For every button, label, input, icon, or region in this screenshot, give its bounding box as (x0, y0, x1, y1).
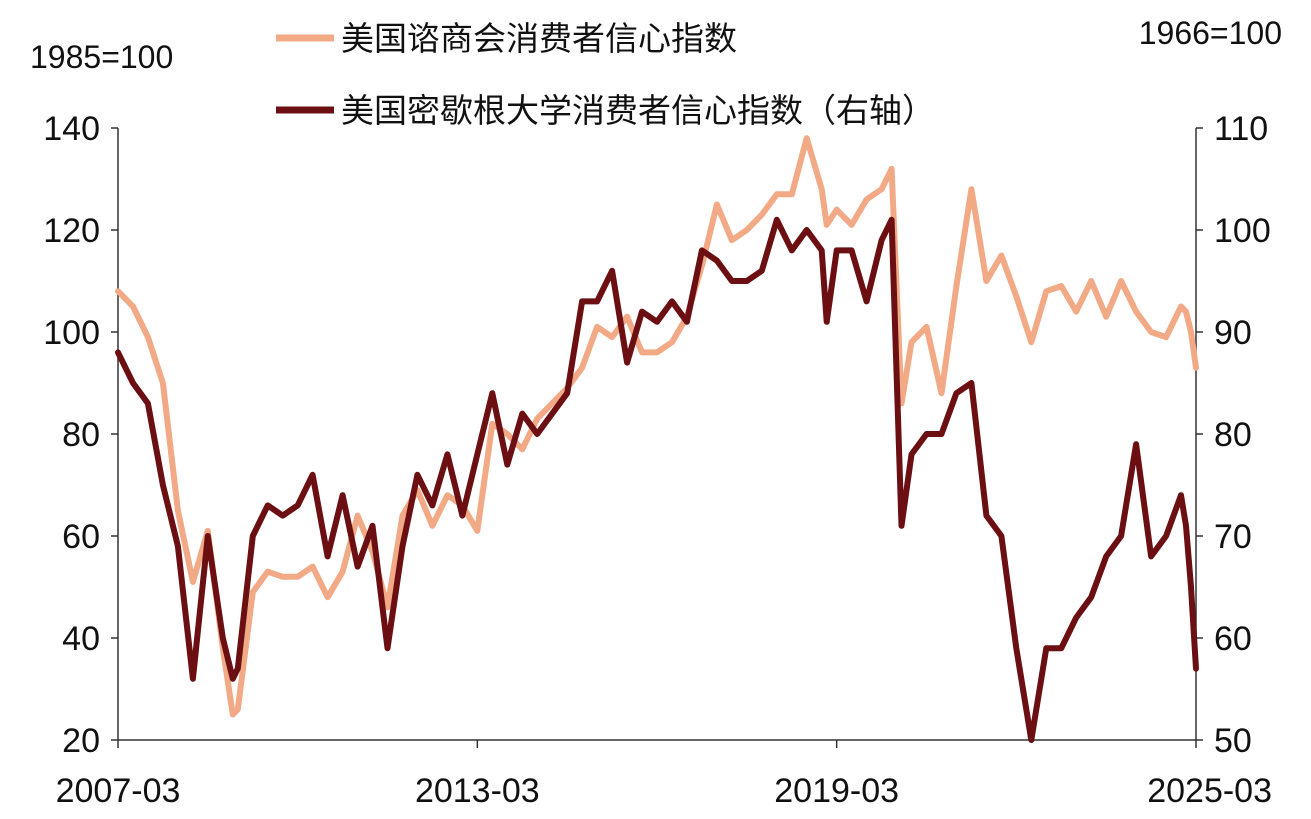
plot-lines (115, 135, 1199, 743)
left-y-tick-label: 120 (43, 212, 100, 250)
legend-label-michigan: 美国密歇根大学消费者信心指数（右轴） (341, 91, 935, 130)
x-tick-label: 2013-03 (415, 772, 540, 810)
right-y-tick-label: 80 (1214, 416, 1252, 454)
right-y-tick-label: 50 (1214, 722, 1252, 760)
left-y-tick-label: 140 (43, 110, 100, 148)
right-y-tick-label: 90 (1214, 314, 1252, 352)
right-y-tick-label: 60 (1214, 620, 1252, 658)
axes: 20 40 60 80 100 120 140 50 60 70 80 90 100 110 2007-03… (43, 110, 1272, 810)
legend: 美国谘商会消费者信心指数 美国密歇根大学消费者信心指数（右轴） (276, 19, 935, 130)
right-y-tick-label: 100 (1214, 212, 1271, 250)
right-y-tick-label: 110 (1214, 110, 1268, 148)
x-tick-label: 2019-03 (774, 772, 899, 810)
left-y-tick-label: 40 (62, 620, 100, 658)
x-tick-label: 2025-03 (1147, 772, 1272, 810)
x-tick-label: 2007-03 (56, 772, 181, 810)
left-y-tick-label: 20 (62, 722, 100, 760)
right-y-tick-label: 70 (1214, 518, 1252, 556)
left-axis-unit: 1985=100 (30, 39, 173, 75)
left-y-tick-label: 60 (62, 518, 100, 556)
legend-label-conference-board: 美国谘商会消费者信心指数 (341, 19, 737, 58)
series-line-conference-board (115, 135, 1199, 718)
series-line-michigan (115, 216, 1199, 743)
left-y-tick-label: 80 (62, 416, 100, 454)
right-axis-unit: 1966=100 (1139, 15, 1282, 51)
left-y-tick-label: 100 (43, 314, 100, 352)
